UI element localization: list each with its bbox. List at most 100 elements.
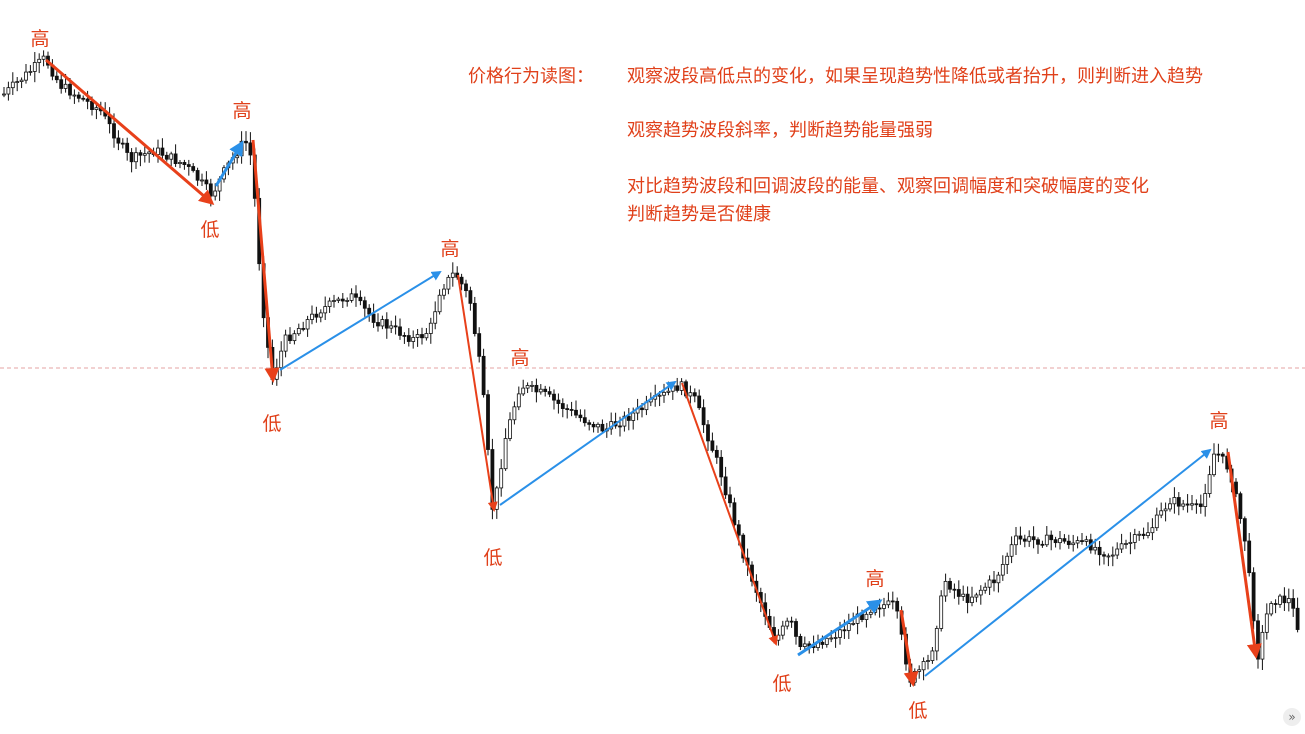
correction-arrow-4 (279, 270, 442, 371)
candle-body (547, 391, 552, 395)
candle-body (732, 502, 737, 526)
candle-body (195, 170, 200, 181)
candle-body (565, 408, 570, 410)
candle-body (1093, 546, 1098, 551)
candle-body (310, 313, 314, 320)
candle-body (428, 322, 433, 334)
notes-line-4: 判断趋势是否健康 (627, 204, 771, 225)
candle-body (318, 312, 323, 318)
swing-label-low-1: 低 (200, 219, 220, 241)
candle-body (1207, 474, 1212, 494)
next-page-icon[interactable]: » (1283, 708, 1301, 726)
candle-body (1049, 534, 1054, 541)
candle-body (305, 319, 310, 330)
candle-body (464, 283, 468, 292)
swing-label-high-2: 高 (232, 100, 252, 122)
candles-group (2, 50, 1300, 687)
candle-body (358, 296, 363, 302)
swing-label-high-4: 高 (510, 347, 530, 369)
candle-body (345, 300, 350, 302)
candle-body (1071, 542, 1076, 546)
candle-body (921, 661, 926, 671)
candle-body (1168, 503, 1172, 510)
notes-line-2: 观察趋势波段斜率，判断趋势能量强弱 (627, 120, 933, 141)
candle-body (371, 313, 376, 323)
swing-label-high-6: 高 (1209, 410, 1229, 432)
candle-body (552, 393, 556, 401)
candle-body (886, 600, 891, 606)
candle-body (930, 650, 935, 661)
candle-body (468, 290, 473, 304)
candle-body (992, 579, 996, 584)
candle-body (534, 384, 539, 393)
candle-body (279, 350, 284, 369)
impulse-arrow-5 (457, 274, 498, 512)
candle-body (164, 154, 169, 160)
candle-body (81, 97, 86, 100)
candle-body (842, 629, 847, 632)
candle-body (288, 334, 292, 342)
candle-body (640, 407, 644, 411)
candle-body (186, 164, 191, 167)
candle-body (142, 153, 147, 156)
candle-body (626, 415, 631, 421)
candle-body (736, 524, 741, 536)
candle-body (543, 388, 548, 392)
candle-body (1220, 453, 1225, 457)
candle-body (1295, 607, 1300, 630)
candle-body (1286, 598, 1291, 604)
candle-body (208, 183, 213, 197)
candle-body (846, 623, 851, 631)
candle-body (1212, 453, 1216, 476)
candle-body (829, 637, 834, 640)
candle-body (332, 300, 336, 302)
swing-label-high-5: 高 (865, 568, 885, 590)
candle-body (1115, 548, 1120, 556)
candle-body (138, 152, 143, 156)
candle-body (983, 586, 988, 591)
candle-body (723, 476, 728, 496)
candle-body (719, 456, 724, 478)
candle-body (340, 298, 345, 302)
candle-body (59, 79, 64, 89)
candle-body (169, 153, 174, 160)
candle-body (1044, 534, 1049, 546)
candle-body (63, 83, 68, 89)
impulse-arrow-3 (251, 139, 280, 383)
candle-body (785, 620, 790, 627)
candle-body (116, 137, 121, 144)
swing-label-low-4: 低 (772, 673, 792, 695)
candle-body (1075, 540, 1080, 544)
candle-body (94, 107, 99, 110)
candle-body (1009, 544, 1014, 557)
candle-body (1058, 538, 1062, 544)
candle-body (283, 334, 288, 352)
candle-body (1005, 555, 1010, 565)
candle-body (965, 593, 970, 603)
candle-body (917, 669, 922, 672)
candle-body (54, 75, 59, 81)
candle-body (433, 311, 438, 324)
candle-body (728, 494, 732, 504)
candle-body (701, 407, 706, 426)
candle-body (459, 276, 464, 285)
candle-body (824, 637, 829, 645)
candle-body (657, 394, 662, 397)
candle-body (486, 394, 490, 450)
candle-body (1066, 540, 1071, 546)
candle-body (24, 71, 28, 81)
candle-body (662, 392, 666, 396)
candle-body (794, 621, 798, 637)
candle-body (1154, 514, 1159, 529)
candle-body (200, 179, 204, 182)
correction-arrow-8 (797, 599, 883, 657)
candle-body (134, 152, 138, 163)
candle-body (1132, 534, 1137, 543)
swing-label-low-2: 低 (262, 413, 282, 435)
correction-arrow-6 (499, 380, 677, 506)
candle-body (600, 423, 605, 432)
candle-body (706, 424, 710, 442)
candle-body (327, 300, 332, 307)
candle-body (1238, 493, 1243, 520)
candle-body (32, 62, 37, 72)
